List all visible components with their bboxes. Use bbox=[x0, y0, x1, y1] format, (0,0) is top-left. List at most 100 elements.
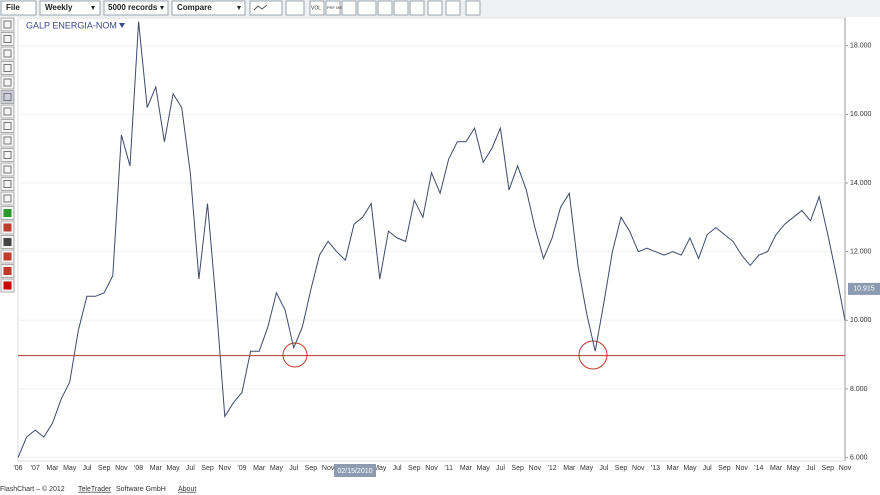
x-tick-label: Jul bbox=[289, 465, 298, 472]
chart-title: GALP ENERGIA-NOM bbox=[26, 20, 117, 30]
zoom-in-button[interactable] bbox=[393, 0, 409, 16]
x-tick-label: '11 bbox=[444, 465, 453, 472]
print-button[interactable] bbox=[465, 0, 481, 16]
x-tick-label: Nov bbox=[115, 465, 128, 472]
x-tick-label: '12 bbox=[548, 465, 557, 472]
y-tick-label: 8.000 bbox=[850, 386, 868, 393]
y-tick-label: 16.000 bbox=[850, 111, 872, 118]
tool-button[interactable] bbox=[0, 133, 15, 148]
x-tick-label: Nov bbox=[632, 465, 645, 472]
x-tick-label: Mar bbox=[253, 465, 266, 472]
d-button[interactable] bbox=[357, 0, 377, 16]
circle-annotation bbox=[578, 340, 608, 370]
x-tick-label: Mar bbox=[563, 465, 576, 472]
x-tick-label: May bbox=[63, 465, 77, 472]
period-select[interactable] bbox=[39, 0, 101, 16]
x-tick-label: Nov bbox=[219, 465, 232, 472]
vol-label: VOL bbox=[311, 5, 321, 11]
x-tick-label: Sep bbox=[718, 465, 731, 472]
tool-icon bbox=[3, 281, 12, 290]
x-tick-label: Jul bbox=[496, 465, 505, 472]
x-tick-label: May bbox=[580, 465, 594, 472]
tool-button[interactable] bbox=[0, 90, 15, 104]
y-tick-label: 10.000 bbox=[850, 317, 872, 324]
x-tick-label: Sep bbox=[408, 465, 421, 472]
tool-icon bbox=[3, 180, 12, 188]
plot-frame bbox=[17, 17, 846, 462]
tool-button[interactable] bbox=[0, 46, 15, 61]
dropdown-arrow bbox=[160, 6, 164, 10]
x-tick-label: '09 bbox=[237, 465, 246, 472]
tool-button[interactable] bbox=[0, 17, 15, 32]
tool-icon bbox=[3, 78, 12, 87]
line-icon bbox=[253, 4, 268, 11]
prf-label: PRF MIN bbox=[327, 5, 344, 10]
footer-rest: Software GmbH bbox=[116, 486, 166, 493]
x-tick-label: Mar bbox=[770, 465, 783, 472]
zoom-out-button[interactable] bbox=[409, 0, 425, 16]
title-dropdown[interactable] bbox=[119, 23, 125, 28]
tool-icon bbox=[3, 64, 12, 72]
tool-button[interactable] bbox=[0, 191, 15, 206]
draw-button[interactable] bbox=[377, 0, 393, 16]
tool-button[interactable] bbox=[0, 119, 15, 133]
tool-button[interactable] bbox=[0, 177, 15, 191]
tool-icon bbox=[3, 267, 12, 275]
last-value-tag bbox=[848, 282, 880, 295]
bar-button[interactable] bbox=[341, 0, 357, 16]
vol-button[interactable] bbox=[309, 0, 325, 16]
x-tick-label: May bbox=[477, 465, 491, 472]
compare-select[interactable] bbox=[171, 0, 246, 16]
x-tick-label: Sep bbox=[98, 465, 111, 472]
records-select[interactable] bbox=[103, 0, 169, 16]
file-menu[interactable] bbox=[0, 0, 37, 16]
tool-button[interactable] bbox=[0, 104, 15, 119]
x-tick-label: '06 bbox=[13, 465, 22, 472]
tool-button[interactable] bbox=[0, 75, 15, 90]
tool-icon bbox=[3, 49, 12, 58]
x-tick-label: Nov bbox=[529, 465, 542, 472]
tool-icon bbox=[3, 151, 12, 159]
tool-button[interactable] bbox=[0, 61, 15, 75]
x-tick-label: May bbox=[373, 465, 387, 472]
compare-label: Compare bbox=[177, 3, 212, 12]
x-tick-label: Jul bbox=[806, 465, 815, 472]
tool-icon bbox=[3, 194, 12, 203]
chart-type-select[interactable] bbox=[249, 0, 283, 16]
x-tick-label: Mar bbox=[150, 465, 163, 472]
tool-icon bbox=[3, 252, 12, 261]
tool-icon bbox=[3, 93, 12, 101]
tool-icon bbox=[3, 238, 12, 246]
footer-about[interactable]: About bbox=[178, 486, 196, 493]
tool-icon bbox=[3, 136, 12, 145]
x-tick-label: Mar bbox=[460, 465, 473, 472]
x-tick-label: '07 bbox=[31, 465, 40, 472]
x-tick-label: Mar bbox=[46, 465, 59, 472]
x-tick-label: '08 bbox=[134, 465, 143, 472]
records-label: 5000 records bbox=[108, 3, 158, 12]
x-tick-label: Sep bbox=[615, 465, 628, 472]
cursor-date-label: 02/15/2010 bbox=[337, 468, 372, 475]
y-tick-label: 18.000 bbox=[850, 43, 872, 50]
x-tick-label: '14 bbox=[754, 465, 763, 472]
y-tick-label: 12.000 bbox=[850, 248, 872, 255]
x-tick-label: '13 bbox=[651, 465, 660, 472]
fit-button[interactable] bbox=[427, 0, 443, 16]
footer-company[interactable]: TeleTrader bbox=[78, 486, 112, 493]
percent-button[interactable] bbox=[285, 0, 305, 16]
dropdown-arrow bbox=[237, 6, 241, 10]
tool-button[interactable] bbox=[0, 162, 15, 177]
x-tick-label: Sep bbox=[201, 465, 214, 472]
x-tick-label: May bbox=[270, 465, 284, 472]
tool-icon bbox=[3, 35, 12, 43]
x-tick-label: May bbox=[166, 465, 180, 472]
x-tick-label: Jul bbox=[393, 465, 402, 472]
x-tick-label: Nov bbox=[735, 465, 748, 472]
tool-button[interactable] bbox=[0, 148, 15, 162]
tool-icon bbox=[3, 223, 12, 232]
reset-button[interactable] bbox=[445, 0, 461, 16]
prf-button[interactable] bbox=[325, 0, 341, 16]
x-tick-label: Sep bbox=[511, 465, 524, 472]
tool-button[interactable] bbox=[0, 32, 15, 46]
